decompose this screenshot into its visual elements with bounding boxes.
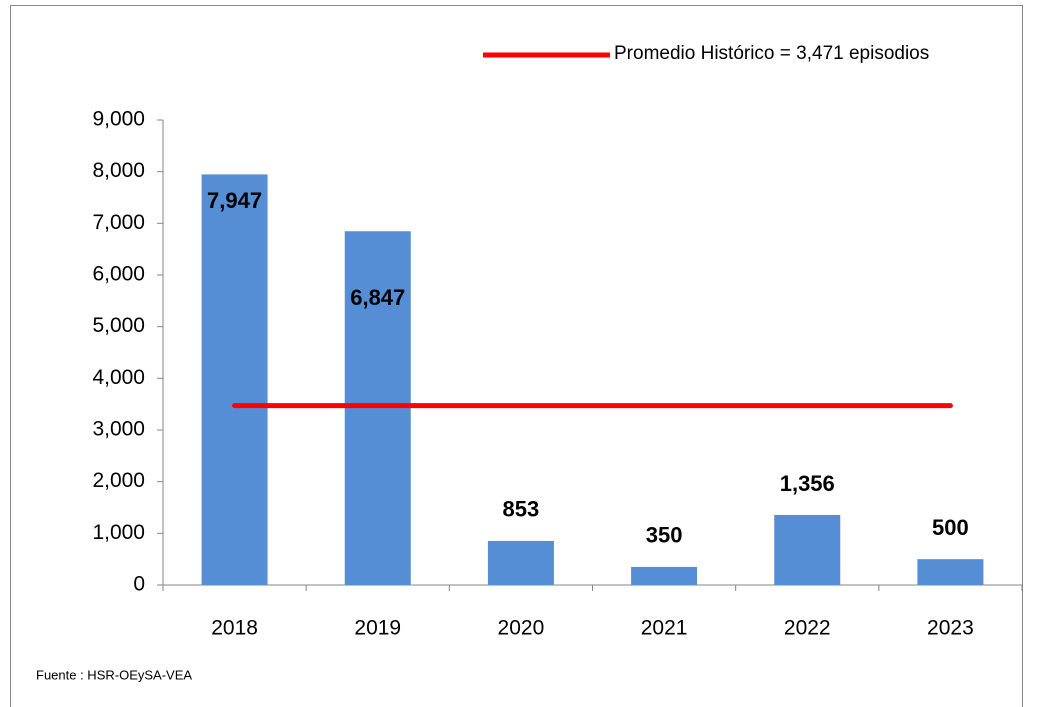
y-tick-label: 9,000 [92, 108, 145, 131]
bar [774, 514, 841, 585]
bar [487, 540, 554, 585]
x-tick-label: 2019 [354, 617, 401, 640]
value-label: 1,356 [780, 471, 835, 496]
x-tick-label: 2023 [927, 617, 974, 640]
chart-border [10, 5, 1023, 707]
y-tick-label: 1,000 [92, 521, 145, 544]
value-label: 500 [932, 515, 969, 540]
value-label: 7,947 [207, 188, 262, 213]
y-tick-label: 2,000 [92, 469, 145, 492]
x-tick-label: 2022 [784, 617, 831, 640]
x-tick-label: 2018 [211, 617, 258, 640]
bar [917, 559, 984, 585]
value-label: 350 [646, 523, 683, 548]
bar [201, 174, 268, 585]
x-tick-label: 2021 [641, 617, 688, 640]
x-tick-label: 2020 [498, 617, 545, 640]
y-tick-label: 5,000 [92, 314, 145, 337]
y-tick-label: 7,000 [92, 211, 145, 234]
y-tick-label: 3,000 [92, 418, 145, 441]
y-tick-label: 6,000 [92, 263, 145, 286]
source-note: Fuente : HSR-OEySA-VEA [36, 667, 192, 682]
bar [631, 566, 698, 585]
y-tick-label: 4,000 [92, 366, 145, 389]
value-label: 853 [503, 497, 540, 522]
y-tick-label: 0 [133, 573, 145, 596]
y-tick-label: 8,000 [92, 159, 145, 182]
value-label: 6,847 [350, 285, 405, 310]
legend-label: Promedio Histórico = 3,471 episodios [614, 43, 929, 64]
